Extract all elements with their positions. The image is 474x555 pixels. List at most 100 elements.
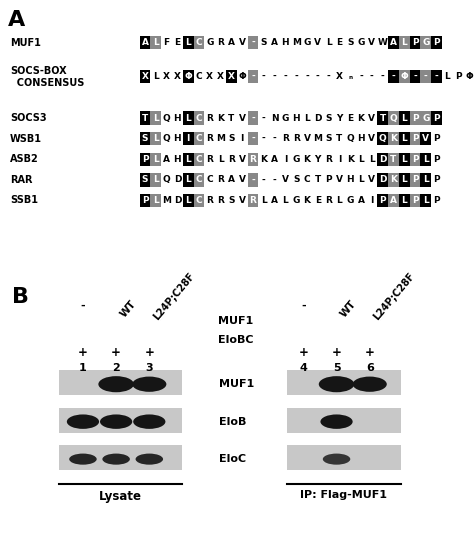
Text: K: K xyxy=(390,175,397,184)
Text: Φ: Φ xyxy=(401,72,408,81)
Bar xyxy=(399,36,410,49)
Bar xyxy=(399,112,410,125)
Text: Q: Q xyxy=(163,114,171,123)
Text: D: D xyxy=(314,114,321,123)
Text: A: A xyxy=(271,155,278,164)
Text: K: K xyxy=(357,114,365,123)
Bar xyxy=(388,112,399,125)
Text: A: A xyxy=(228,175,235,184)
Bar xyxy=(420,70,431,83)
Text: P: P xyxy=(412,134,419,143)
Text: A: A xyxy=(271,196,278,205)
Bar xyxy=(193,112,204,125)
Text: V: V xyxy=(303,134,310,143)
Text: W: W xyxy=(378,38,388,47)
Bar xyxy=(247,132,258,145)
Bar xyxy=(431,36,442,49)
Text: ₙ: ₙ xyxy=(348,72,352,81)
Text: Y: Y xyxy=(336,114,343,123)
Text: P: P xyxy=(325,175,332,184)
Text: L: L xyxy=(369,155,374,164)
Text: C: C xyxy=(196,114,202,123)
Text: L: L xyxy=(153,72,159,81)
Bar xyxy=(140,112,150,125)
Bar xyxy=(183,173,193,186)
Text: M: M xyxy=(292,38,301,47)
Text: A: A xyxy=(228,38,235,47)
Bar xyxy=(150,153,161,166)
Text: L: L xyxy=(185,175,191,184)
Text: G: G xyxy=(422,38,429,47)
Text: S: S xyxy=(347,38,354,47)
Text: C: C xyxy=(196,134,202,143)
Text: -: - xyxy=(316,72,319,81)
Bar xyxy=(420,112,431,125)
Text: V: V xyxy=(282,175,289,184)
Text: -: - xyxy=(251,134,255,143)
Text: C: C xyxy=(304,175,310,184)
Text: Lysate: Lysate xyxy=(100,490,142,503)
Text: A: A xyxy=(390,196,397,205)
Text: EloC: EloC xyxy=(219,454,246,464)
Text: L: L xyxy=(185,155,191,164)
Text: A: A xyxy=(142,38,148,47)
Ellipse shape xyxy=(323,453,350,465)
Text: EloB: EloB xyxy=(219,417,246,427)
Text: L: L xyxy=(423,175,428,184)
Text: P: P xyxy=(455,72,462,81)
Text: A: A xyxy=(163,155,170,164)
Text: L: L xyxy=(304,114,310,123)
Text: S: S xyxy=(325,134,332,143)
Text: L: L xyxy=(153,196,159,205)
Text: L: L xyxy=(283,196,288,205)
Bar xyxy=(388,173,399,186)
Text: V: V xyxy=(336,175,343,184)
Text: V: V xyxy=(368,38,375,47)
Bar xyxy=(150,36,161,49)
Text: -: - xyxy=(81,301,85,311)
Bar xyxy=(247,36,258,49)
Text: P: P xyxy=(433,175,440,184)
Text: +: + xyxy=(365,346,374,359)
Text: -: - xyxy=(370,72,374,81)
Text: L: L xyxy=(153,175,159,184)
Text: R: R xyxy=(217,196,224,205)
Bar xyxy=(420,153,431,166)
Bar xyxy=(431,112,442,125)
Text: Q: Q xyxy=(346,134,354,143)
Text: C: C xyxy=(207,175,213,184)
Text: -: - xyxy=(424,72,428,81)
Bar xyxy=(420,36,431,49)
Bar xyxy=(59,445,182,471)
Text: N: N xyxy=(271,114,278,123)
Text: C: C xyxy=(196,175,202,184)
Ellipse shape xyxy=(132,377,166,392)
Text: L: L xyxy=(218,155,223,164)
Text: -: - xyxy=(251,175,255,184)
Bar xyxy=(247,70,258,83)
Text: R: R xyxy=(206,134,213,143)
Text: F: F xyxy=(164,38,170,47)
Text: G: G xyxy=(357,38,365,47)
Text: WSB1: WSB1 xyxy=(10,134,42,144)
Text: V: V xyxy=(239,196,246,205)
Bar xyxy=(59,371,182,395)
Text: 3: 3 xyxy=(146,362,153,373)
Text: P: P xyxy=(433,134,440,143)
Text: MUF1: MUF1 xyxy=(219,379,254,389)
Text: L24P;C28F: L24P;C28F xyxy=(151,271,197,322)
Text: L: L xyxy=(358,175,364,184)
Text: I: I xyxy=(240,134,244,143)
Text: Q: Q xyxy=(379,134,386,143)
Text: Φ: Φ xyxy=(465,72,473,81)
Text: T: T xyxy=(336,134,343,143)
Text: L: L xyxy=(423,155,428,164)
Text: T: T xyxy=(228,114,235,123)
Bar xyxy=(150,112,161,125)
Bar xyxy=(377,153,388,166)
Text: K: K xyxy=(260,155,267,164)
Text: S: S xyxy=(293,175,300,184)
Bar xyxy=(377,173,388,186)
Text: C: C xyxy=(196,38,202,47)
Text: T: T xyxy=(142,114,148,123)
